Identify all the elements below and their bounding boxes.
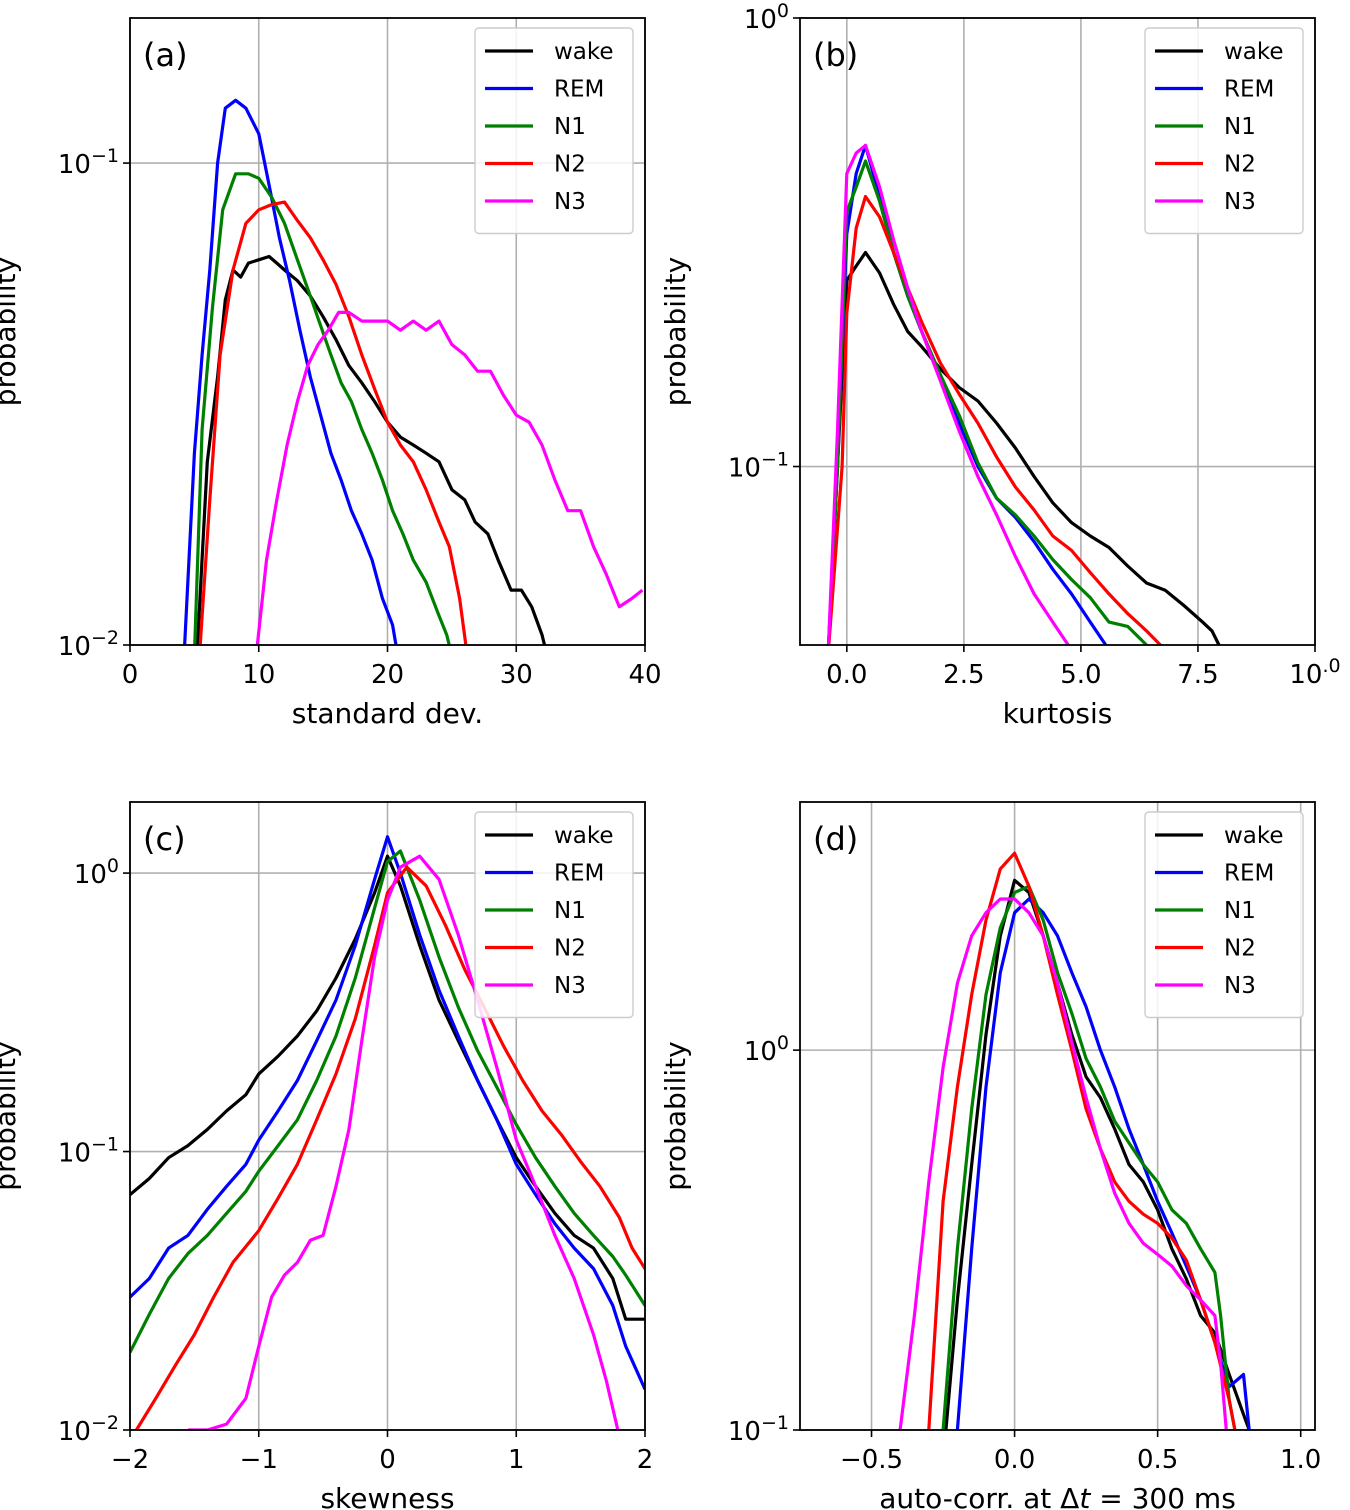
- legend-label: N3: [1224, 189, 1256, 215]
- x-axis-label: kurtosis: [1003, 697, 1113, 730]
- x-tick-label: 2.5: [943, 660, 984, 690]
- x-tick-label: 0.0: [994, 1445, 1035, 1475]
- legend: wake REM N1 N2 N3: [1144, 811, 1304, 1019]
- x-tick-label: 10.0: [1289, 655, 1340, 690]
- y-tick-label: 10−1: [728, 449, 789, 484]
- x-tick-label: 40: [628, 660, 661, 690]
- legend-label: N1: [1224, 898, 1256, 924]
- series-line-wake: [130, 854, 645, 1321]
- series-line-n2: [827, 194, 1163, 645]
- panel-a: 0 10 20 30 40 10−2 10−1 standard dev. probabilit…: [0, 17, 662, 730]
- legend: wake REM N1 N2 N3: [474, 27, 634, 235]
- legend-box: [1144, 811, 1304, 1019]
- panel-d: −0.5 0.0 0.5 1.0 10−1 100 auto-corr. at Δt = 3…: [659, 801, 1321, 1510]
- legend: wake REM N1 N2 N3: [474, 811, 634, 1019]
- series-line-n2: [198, 200, 468, 645]
- panel-tag: (d): [813, 820, 858, 858]
- x-tick-label: 20: [371, 660, 404, 690]
- y-tick-label: 10−1: [728, 1412, 789, 1447]
- legend-label: N2: [554, 152, 586, 178]
- legend-label: wake: [554, 39, 614, 65]
- legend-label: wake: [1224, 823, 1284, 849]
- series-line-rem: [183, 98, 398, 645]
- y-axis-label: probability: [0, 257, 22, 406]
- x-tick-label: 10: [242, 660, 275, 690]
- y-tick-label: 10−1: [58, 1134, 119, 1169]
- legend-label: wake: [554, 823, 614, 849]
- series-group: [898, 851, 1251, 1430]
- series-line-n3: [255, 310, 644, 645]
- series-group: [183, 98, 644, 645]
- legend-label: wake: [1224, 39, 1284, 65]
- x-tick-label: −1: [240, 1445, 278, 1475]
- x-axis-label: standard dev.: [292, 697, 483, 730]
- y-tick-label: 100: [744, 1032, 789, 1067]
- legend-label: N2: [1224, 936, 1256, 962]
- x-tick-label: 1.0: [1280, 1445, 1321, 1475]
- legend-label: N3: [554, 189, 586, 215]
- series-group: [826, 143, 1221, 645]
- legend-label: N3: [554, 973, 586, 999]
- x-tick-label: 7.5: [1177, 660, 1218, 690]
- panel-c: −2 −1 0 1 2 10−2 10−1 100 skewness probability (c)…: [0, 801, 654, 1510]
- y-tick-label: 100: [74, 855, 119, 890]
- series-line-rem: [826, 143, 1108, 645]
- series-line-rem: [130, 835, 645, 1390]
- x-tick-label: 1: [508, 1445, 525, 1475]
- x-tick-label: 0: [379, 1445, 396, 1475]
- series-line-n3: [826, 143, 1071, 645]
- series-line-wake: [826, 250, 1221, 645]
- legend-label: N2: [554, 936, 586, 962]
- plot-frame: [799, 801, 1316, 1431]
- y-axis-label: probability: [0, 1041, 22, 1190]
- y-tick-label: 10−1: [58, 145, 119, 180]
- series-line-wake: [195, 254, 547, 645]
- panel-b: 0.0 2.5 5.0 7.5 10.0 10−1 100 kurtosis probabili…: [659, 0, 1341, 730]
- y-tick-label: 10−2: [58, 1412, 119, 1447]
- x-tick-label: −2: [111, 1445, 149, 1475]
- y-tick-label: 10−2: [58, 627, 119, 662]
- y-tick-label: 100: [744, 0, 789, 35]
- x-tick-label: −0.5: [840, 1445, 903, 1475]
- series-line-n1: [193, 172, 451, 645]
- panel-tag: (a): [143, 36, 188, 74]
- series-line-n3: [898, 897, 1228, 1430]
- series-line-wake: [944, 878, 1251, 1430]
- x-tick-label: 0: [122, 660, 139, 690]
- legend-label: N2: [1224, 152, 1256, 178]
- x-axis-label: skewness: [320, 1482, 454, 1510]
- legend-box: [474, 27, 634, 235]
- legend-label: N1: [1224, 114, 1256, 140]
- panel-tag: (b): [813, 36, 858, 74]
- series-line-n1: [130, 849, 645, 1354]
- plot-frame: [799, 17, 1316, 646]
- series-line-n2: [927, 851, 1237, 1430]
- x-tick-label: 5.0: [1060, 660, 1101, 690]
- series-line-n1: [941, 884, 1237, 1430]
- legend-label: REM: [554, 861, 604, 887]
- x-tick-label: 30: [500, 660, 533, 690]
- y-axis-label: probability: [659, 1041, 692, 1190]
- legend-label: REM: [1224, 861, 1274, 887]
- series-line-n2: [135, 865, 645, 1430]
- panel-tag: (c): [143, 820, 186, 858]
- legend: wake REM N1 N2 N3: [1144, 27, 1304, 235]
- x-tick-label: 0.5: [1137, 1445, 1178, 1475]
- x-tick-label: 2: [637, 1445, 654, 1475]
- legend-label: N1: [554, 114, 586, 140]
- y-axis-label: probability: [659, 257, 692, 406]
- series-group: [130, 835, 645, 1430]
- x-axis-label: auto-corr. at Δt = 300 ms: [879, 1482, 1236, 1510]
- legend-label: REM: [554, 77, 604, 103]
- x-tick-label: 0.0: [826, 660, 867, 690]
- legend-label: REM: [1224, 77, 1274, 103]
- legend-label: N3: [1224, 973, 1256, 999]
- legend-box: [474, 811, 634, 1019]
- series-line-n1: [826, 159, 1150, 645]
- series-line-n3: [187, 854, 620, 1430]
- legend-label: N1: [554, 898, 586, 924]
- legend-box: [1144, 27, 1304, 235]
